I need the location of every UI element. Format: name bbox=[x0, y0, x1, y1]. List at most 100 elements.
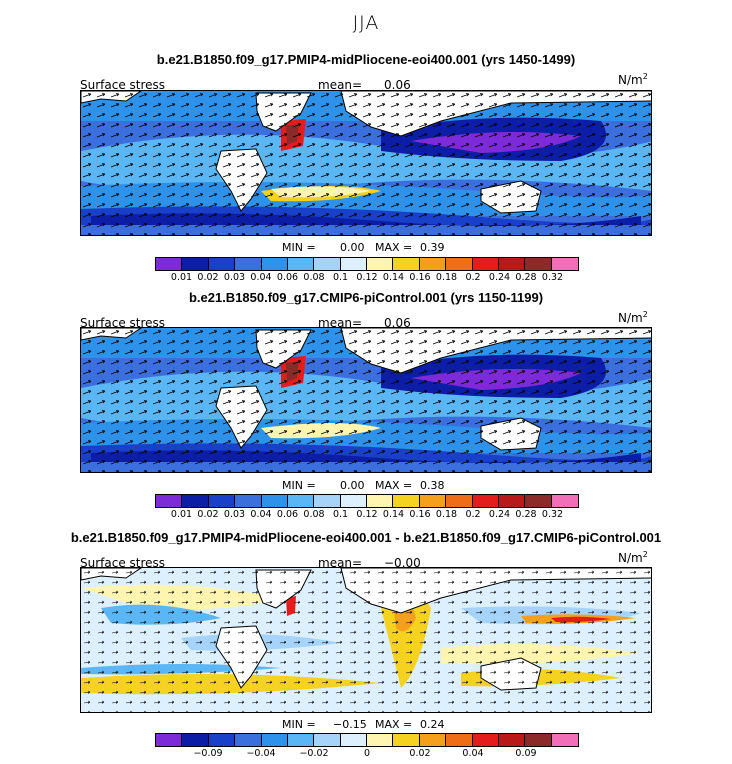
panel-2-max-label: MAX = bbox=[375, 479, 413, 492]
colorbar-swatch bbox=[314, 258, 341, 270]
colorbar-swatch bbox=[340, 495, 367, 507]
colorbar-tick-label: 0.18 bbox=[435, 509, 458, 520]
panel-2-units: N/m2 bbox=[618, 310, 648, 325]
colorbar-swatch bbox=[525, 734, 552, 746]
colorbar-tick-label: 0.28 bbox=[515, 509, 537, 520]
panel-1-map-graphic bbox=[81, 91, 651, 235]
colorbar-tick-label: 0.28 bbox=[515, 272, 537, 283]
colorbar-tick-label: 0.06 bbox=[276, 509, 299, 520]
panel-2-map bbox=[80, 327, 652, 473]
panel-1-colorbar-labels: 0.01 0.02 0.03 0.04 0.06 0.08 0.1 0.12 0.14 0.16 0… bbox=[0, 272, 732, 284]
panel-2-mean-value: 0.06 bbox=[384, 316, 411, 330]
colorbar-swatch bbox=[182, 258, 209, 270]
colorbar-swatch bbox=[314, 734, 341, 746]
panel-3-min-value: −0.15 bbox=[333, 718, 367, 731]
colorbar-swatch bbox=[551, 734, 578, 746]
colorbar-swatch bbox=[525, 495, 552, 507]
panel-3-colorbar bbox=[155, 733, 579, 747]
panel-2-variable-label: Surface stress bbox=[80, 316, 166, 330]
panel-3-map bbox=[80, 567, 652, 713]
colorbar-tick-label: 0.1 bbox=[332, 272, 349, 283]
colorbar-swatch bbox=[498, 495, 526, 507]
season-title: JJA bbox=[352, 12, 380, 34]
panel-1-colorbar bbox=[155, 257, 579, 271]
colorbar-tick-label: 0.32 bbox=[541, 272, 564, 283]
colorbar-swatch bbox=[182, 734, 209, 746]
colorbar-tick-label: 0.12 bbox=[356, 272, 378, 283]
colorbar-tick-label: 0.2 bbox=[465, 509, 481, 520]
panel-3-max-value: 0.24 bbox=[420, 718, 445, 731]
panel-1-max-value: 0.39 bbox=[420, 241, 445, 254]
panel-2-colorbar-labels: 0.01 0.02 0.03 0.04 0.06 0.08 0.1 0.12 0.14 0.16 0… bbox=[0, 509, 732, 521]
colorbar-swatch bbox=[551, 258, 578, 270]
colorbar-swatch bbox=[367, 258, 394, 270]
colorbar-tick-label: 0.14 bbox=[382, 272, 405, 283]
panel-3-units: N/m2 bbox=[618, 550, 648, 565]
colorbar-swatch bbox=[472, 734, 499, 746]
panel-2-max-value: 0.38 bbox=[420, 479, 445, 492]
colorbar-tick-label: 0.16 bbox=[409, 509, 431, 520]
panel-3-mean-label: mean= bbox=[318, 556, 363, 570]
colorbar-swatch bbox=[261, 734, 288, 746]
colorbar-tick-label: 0.09 bbox=[515, 748, 537, 759]
panel-3-map-graphic bbox=[81, 568, 651, 712]
colorbar-tick-label: 0.02 bbox=[197, 272, 219, 283]
colorbar-swatch bbox=[472, 495, 499, 507]
panel-2-min-label: MIN = bbox=[282, 479, 316, 492]
colorbar-swatch bbox=[472, 258, 499, 270]
colorbar-swatch bbox=[235, 258, 262, 270]
panel-1-variable-label: Surface stress bbox=[80, 78, 166, 92]
colorbar-swatch bbox=[419, 734, 447, 746]
colorbar-swatch bbox=[156, 734, 183, 746]
panel-2-map-graphic bbox=[81, 328, 651, 472]
panel-2-colorbar bbox=[155, 494, 579, 508]
colorbar-swatch bbox=[340, 258, 367, 270]
colorbar-swatch bbox=[156, 258, 183, 270]
panel-3-colorbar-labels: −0.09 −0.04 −0.02 0 0.02 0.04 0.09 bbox=[0, 748, 732, 760]
colorbar-tick-label: 0 bbox=[363, 748, 371, 759]
colorbar-tick-label: 0.02 bbox=[409, 748, 431, 759]
colorbar-swatch bbox=[498, 734, 526, 746]
colorbar-tick-label: 0.18 bbox=[435, 272, 458, 283]
colorbar-swatch bbox=[314, 495, 341, 507]
colorbar-tick-label: 0.24 bbox=[488, 272, 511, 283]
colorbar-tick-label: 0.04 bbox=[250, 509, 272, 520]
panel-3-min-label: MIN = bbox=[282, 718, 316, 731]
panel-1-title: b.e21.B1850.f09_g17.PMIP4-midPliocene-eo… bbox=[156, 52, 576, 67]
colorbar-tick-label: 0.03 bbox=[223, 509, 246, 520]
colorbar-tick-label: 0.04 bbox=[462, 748, 484, 759]
colorbar-swatch bbox=[235, 495, 262, 507]
colorbar-swatch bbox=[287, 495, 315, 507]
colorbar-tick-label: −0.04 bbox=[246, 748, 276, 759]
colorbar-tick-label: 0.32 bbox=[541, 509, 564, 520]
panel-3-variable-label: Surface stress bbox=[80, 556, 166, 570]
colorbar-swatch bbox=[208, 495, 236, 507]
colorbar-swatch bbox=[551, 495, 578, 507]
colorbar-tick-label: 0.14 bbox=[382, 509, 405, 520]
colorbar-tick-label: 0.01 bbox=[170, 272, 193, 283]
colorbar-swatch bbox=[287, 734, 315, 746]
panel-1-mean-label: mean= bbox=[318, 78, 363, 92]
panel-2-title: b.e21.B1850.f09_g17.CMIP6-piControl.001 … bbox=[188, 290, 544, 305]
colorbar-swatch bbox=[393, 495, 420, 507]
panel-1-min-label: MIN = bbox=[282, 241, 316, 254]
colorbar-tick-label: 0.12 bbox=[356, 509, 378, 520]
colorbar-swatch bbox=[525, 258, 552, 270]
colorbar-tick-label: 0.03 bbox=[223, 272, 246, 283]
colorbar-swatch bbox=[235, 734, 262, 746]
colorbar-swatch bbox=[367, 495, 394, 507]
colorbar-tick-label: 0.1 bbox=[332, 509, 349, 520]
panel-1-max-label: MAX = bbox=[375, 241, 413, 254]
panel-1-units: N/m2 bbox=[618, 72, 648, 87]
panel-1-mean-value: 0.06 bbox=[384, 78, 411, 92]
colorbar-swatch bbox=[498, 258, 526, 270]
colorbar-swatch bbox=[419, 258, 447, 270]
colorbar-swatch bbox=[393, 734, 420, 746]
colorbar-tick-label: 0.08 bbox=[303, 272, 325, 283]
colorbar-tick-label: −0.09 bbox=[193, 748, 223, 759]
colorbar-swatch bbox=[261, 495, 288, 507]
colorbar-tick-label: 0.2 bbox=[465, 272, 481, 283]
colorbar-swatch bbox=[393, 258, 420, 270]
panel-1-min-value: 0.00 bbox=[340, 241, 365, 254]
